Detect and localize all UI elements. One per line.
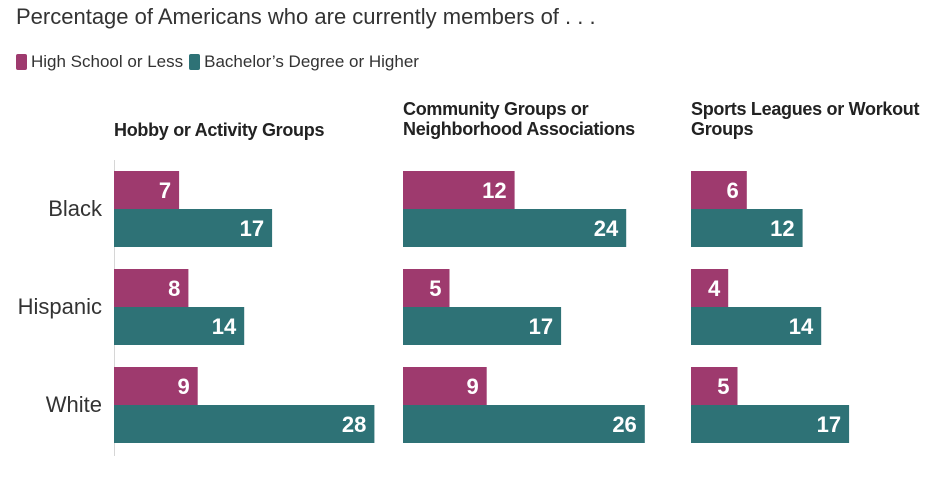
bar-p2-hispanic-s1: [403, 269, 450, 307]
bar-p3-black-s1: [691, 171, 747, 209]
bar-p1-black-s1: [114, 171, 180, 209]
row-label-white: White: [45, 392, 102, 417]
data-label-p1-black-s2: 17: [240, 216, 264, 241]
data-label-p3-white-s2: 17: [817, 412, 841, 437]
bar-p1-black-s2: [114, 209, 273, 247]
bar-p2-black-s2: [403, 209, 627, 247]
legend-item-bachelors: Bachelor’s Degree or Higher: [189, 52, 419, 72]
data-label-p2-hispanic-s1: 5: [429, 276, 441, 301]
bar-p3-hispanic-s2: [691, 307, 822, 345]
bar-p1-white-s2: [114, 405, 375, 443]
bar-p1-white-s1: [114, 367, 198, 405]
data-label-p1-white-s2: 28: [342, 412, 366, 437]
legend-swatch-high-school: [16, 54, 27, 70]
panel-title-hobby: Hobby or Activity Groups: [114, 120, 325, 140]
bar-p2-white-s2: [403, 405, 645, 443]
row-labels: Black Hispanic White: [0, 0, 102, 477]
bar-p3-white-s1: [691, 367, 738, 405]
bar-p2-black-s1: [403, 171, 515, 209]
data-label-p2-black-s2: 24: [594, 216, 619, 241]
data-label-p2-hispanic-s2: 17: [529, 314, 553, 339]
bar-p3-white-s2: [691, 405, 850, 443]
bar-p1-hispanic-s2: [114, 307, 245, 345]
panel-title-sports: Sports Leagues or Workout Groups: [691, 99, 920, 139]
bar-p3-black-s2: [691, 209, 803, 247]
data-label-p3-white-s1: 5: [717, 374, 729, 399]
data-label-p1-hispanic-s2: 14: [212, 314, 237, 339]
legend-label-bachelors: Bachelor’s Degree or Higher: [204, 52, 419, 71]
data-label-p1-hispanic-s1: 8: [168, 276, 180, 301]
bar-p3-hispanic-s1: [691, 269, 729, 307]
data-label-p2-white-s2: 26: [612, 412, 636, 437]
panel-title-community: Community Groups or Neighborhood Associa…: [403, 99, 635, 139]
data-label-p1-white-s1: 9: [177, 374, 189, 399]
data-label-p3-black-s1: 6: [727, 178, 739, 203]
row-label-black: Black: [48, 196, 102, 221]
data-label-p2-white-s1: 9: [466, 374, 478, 399]
data-label-p3-black-s2: 12: [770, 216, 794, 241]
bar-p1-hispanic-s1: [114, 269, 189, 307]
data-label-p2-black-s1: 12: [482, 178, 506, 203]
bar-p2-hispanic-s2: [403, 307, 562, 345]
data-label-p1-black-s1: 7: [159, 178, 171, 203]
row-label-hispanic: Hispanic: [17, 294, 102, 319]
bar-p2-white-s1: [403, 367, 487, 405]
legend: High School or Less Bachelor’s Degree or…: [16, 52, 425, 72]
legend-label-high-school: High School or Less: [31, 52, 184, 71]
legend-swatch-bachelors: [189, 54, 201, 70]
legend-item-high-school: High School or Less: [16, 52, 183, 72]
chart-title: Percentage of Americans who are currentl…: [16, 4, 596, 29]
data-label-p3-hispanic-s2: 14: [789, 314, 814, 339]
data-label-p3-hispanic-s1: 4: [708, 276, 721, 301]
